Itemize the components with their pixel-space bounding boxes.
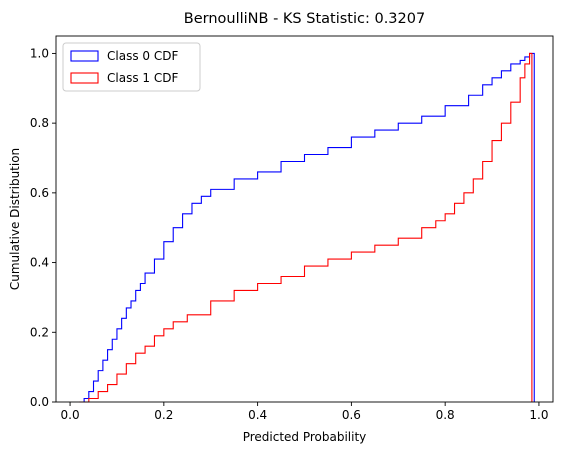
- x-tick-label: 0.0: [61, 408, 80, 422]
- y-tick-label: 0.6: [30, 186, 49, 200]
- x-tick-label: 0.6: [342, 408, 361, 422]
- y-axis-label: Cumulative Distribution: [8, 148, 22, 290]
- x-tick-label: 1.0: [529, 408, 548, 422]
- legend: Class 0 CDF Class 1 CDF: [62, 42, 201, 92]
- legend-label: Class 1 CDF: [107, 71, 178, 85]
- x-axis-label: Predicted Probability: [243, 430, 367, 444]
- y-tick-label: 0.2: [30, 325, 49, 339]
- plot-frame: [55, 35, 554, 403]
- y-tick-label: 1.0: [30, 46, 49, 60]
- x-tick-label: 0.2: [154, 408, 173, 422]
- y-tick-label: 0.8: [30, 116, 49, 130]
- series-line-class-0: [79, 52, 535, 403]
- chart-title: BernoulliNB - KS Statistic: 0.3207: [184, 11, 425, 27]
- series-line-class-1: [79, 52, 533, 403]
- legend-label: Class 0 CDF: [107, 49, 178, 63]
- x-tick-label: 0.4: [248, 408, 267, 422]
- legend-swatch: [70, 72, 99, 84]
- y-tick-label: 0.4: [30, 256, 49, 270]
- plot-area: 0.0 0.2 0.4 0.6 0.8 1.0 0.0 0.2 0.4 0.6 0.8 1.0: [30, 35, 554, 422]
- legend-swatch: [70, 50, 99, 62]
- legend-box: [62, 42, 201, 92]
- x-tick-label: 0.8: [436, 408, 455, 422]
- y-tick-label: 0.0: [30, 395, 49, 409]
